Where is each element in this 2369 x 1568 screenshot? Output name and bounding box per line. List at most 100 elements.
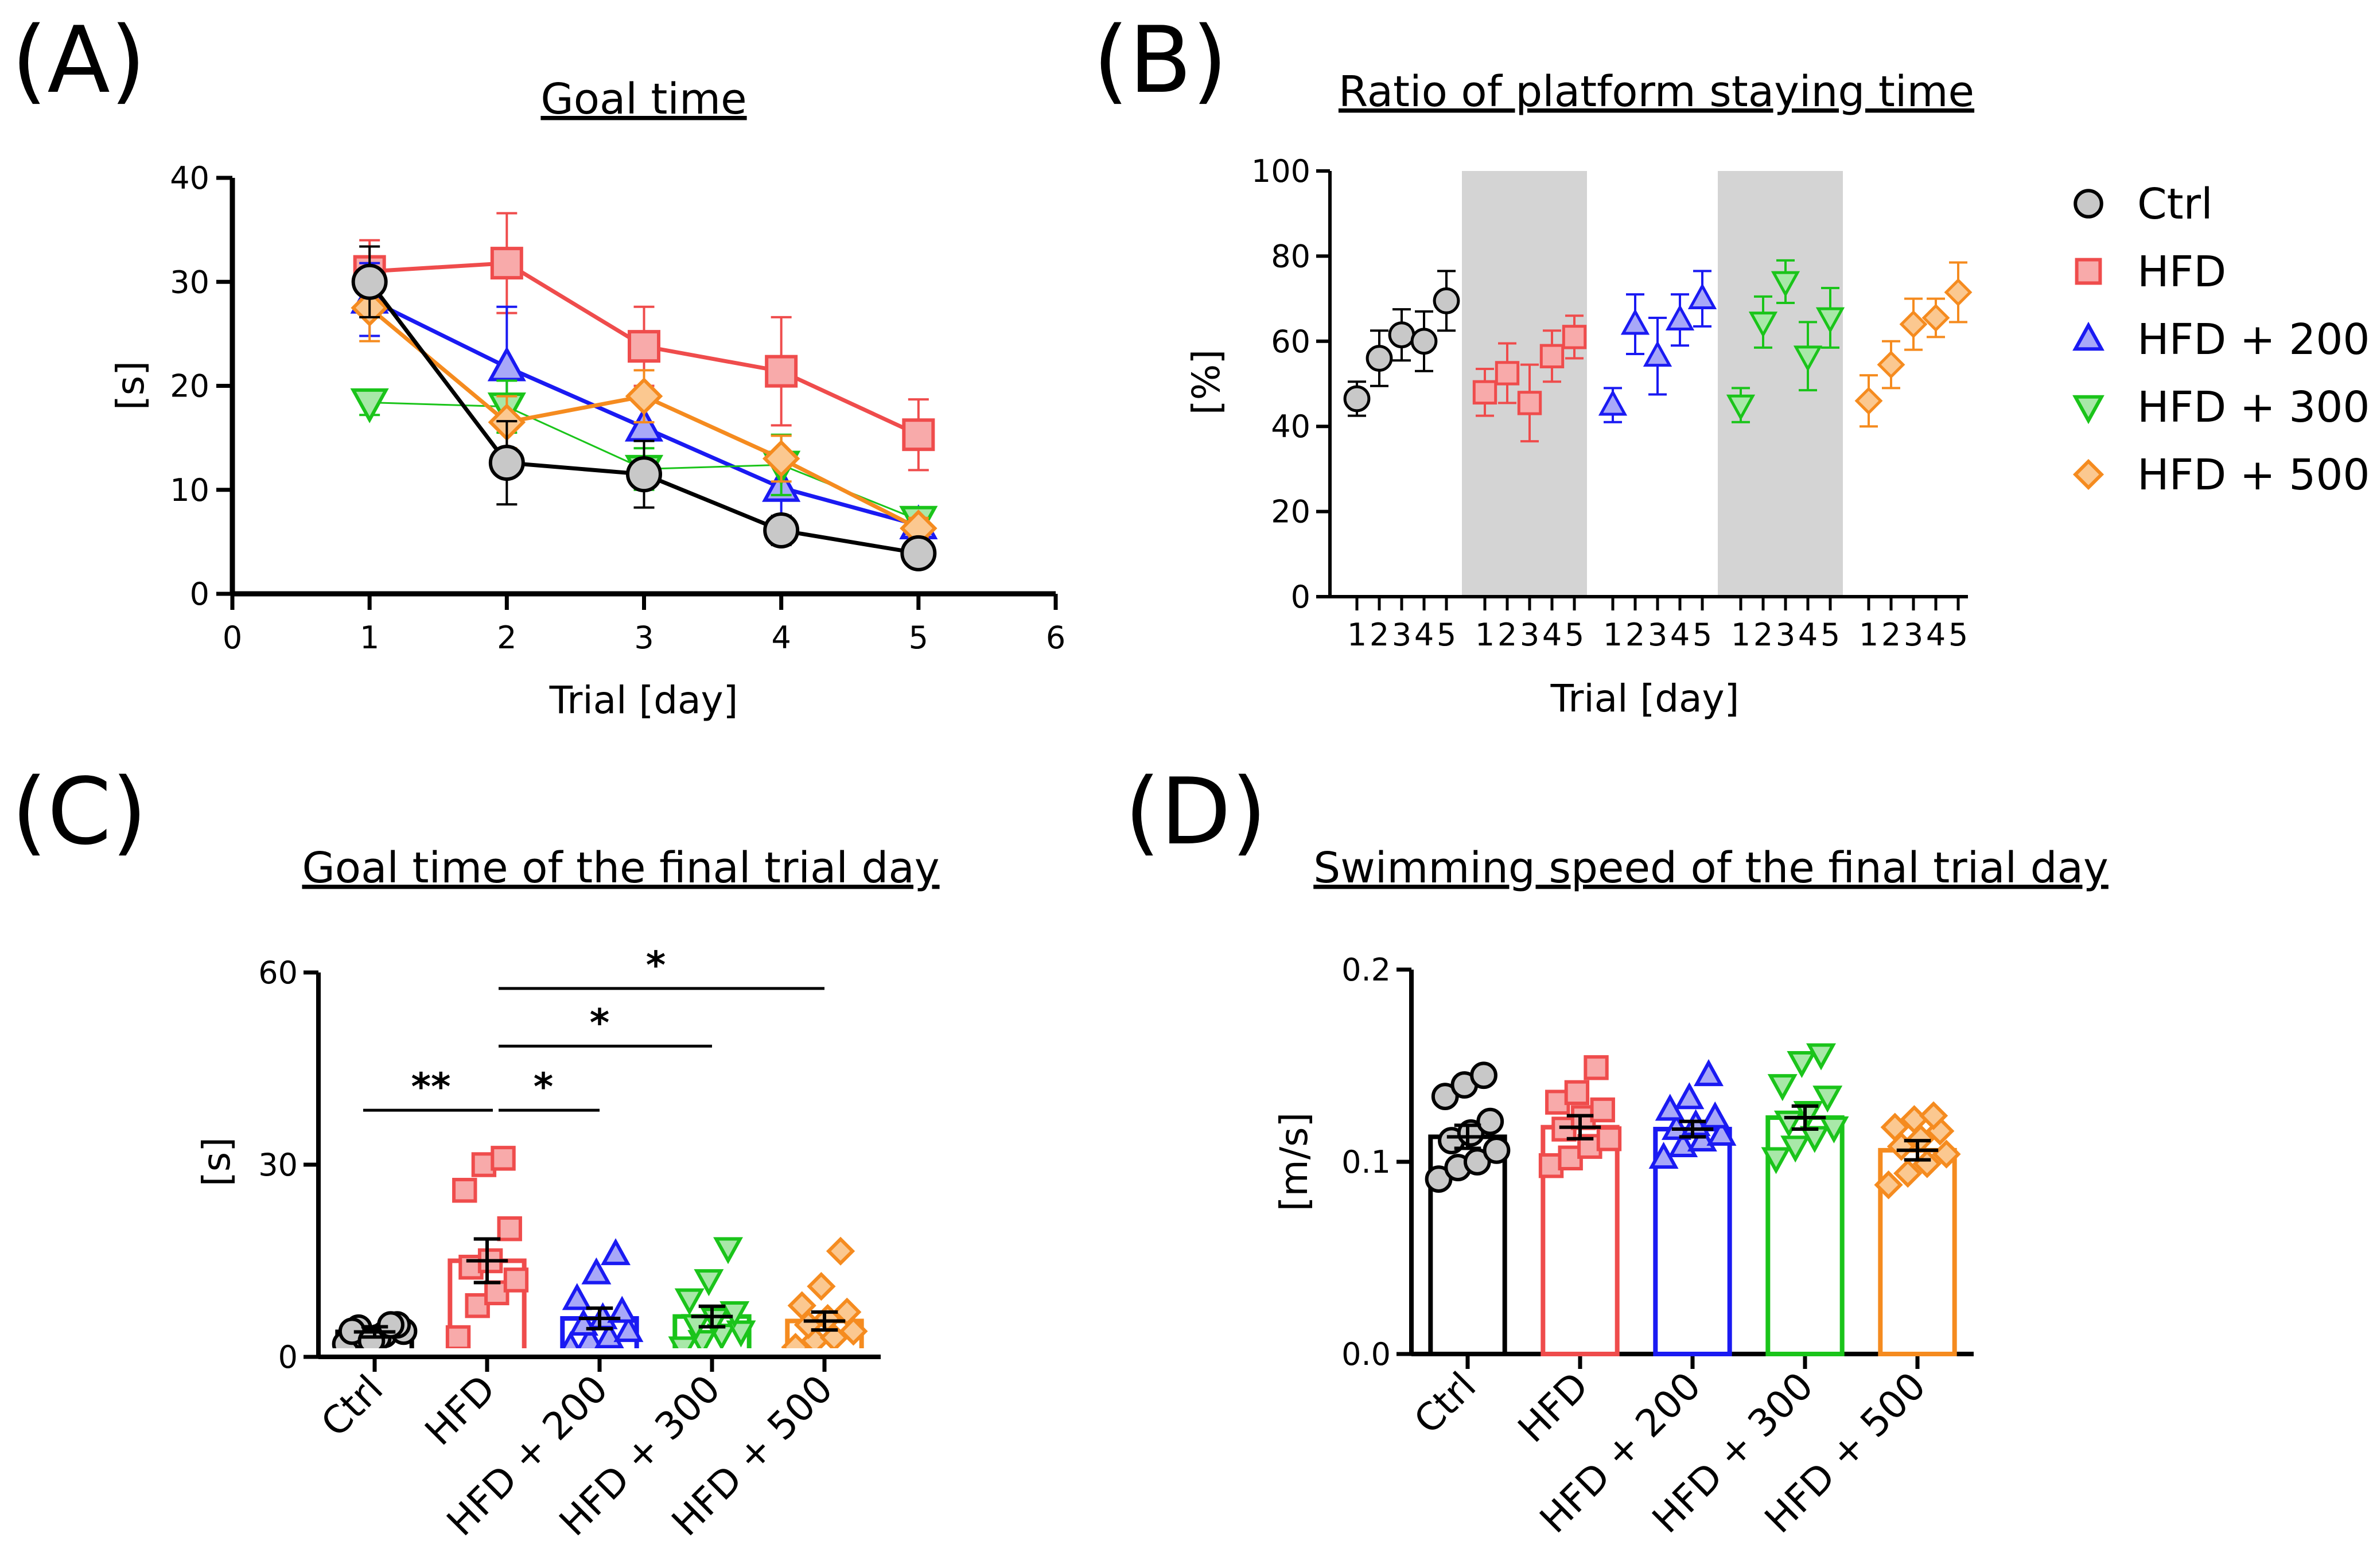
legend-label: HFD [2137, 247, 2226, 297]
data-point [833, 1297, 862, 1326]
legend-label: HFD + 300 [2137, 383, 2369, 432]
data-point [1584, 1055, 1609, 1080]
x-tick-label: 2 [1625, 617, 1645, 653]
x-tick-label: HFD [1510, 1364, 1597, 1451]
data-point [1726, 394, 1756, 421]
y-tick-label: 20 [170, 368, 209, 404]
data-point [613, 1315, 644, 1343]
data-point [902, 418, 935, 452]
error-bar [1679, 1119, 1706, 1139]
data-point [1472, 380, 1497, 405]
data-point [1877, 351, 1905, 379]
significance-label: * [534, 1065, 554, 1109]
panel-c-significance: ** *** [363, 943, 824, 1112]
data-point [1767, 1074, 1798, 1102]
data-point [577, 1324, 603, 1348]
data-point [1410, 328, 1438, 355]
x-tick-label: 3 [1392, 617, 1411, 653]
x-tick-label: 3 [1776, 617, 1795, 653]
data-point [1388, 321, 1415, 349]
y-tick-label: 0.1 [1341, 1144, 1391, 1180]
data-point [488, 445, 525, 481]
group-hfd-200 [1598, 270, 1717, 423]
x-tick-label: 5 [1948, 617, 1968, 653]
error-bar [586, 1306, 613, 1330]
legend-item-hfd: HFD [2075, 247, 2226, 297]
data-point [625, 377, 663, 415]
data-point [562, 1283, 592, 1310]
data-point [1470, 1061, 1497, 1090]
x-tick-label: 5 [1565, 617, 1584, 653]
x-tick-label: 4 [1414, 617, 1434, 653]
data-point [490, 247, 523, 280]
legend-label: HFD + 200 [2137, 315, 2369, 364]
data-point [826, 1236, 855, 1266]
data-point [1815, 307, 1845, 334]
data-point [1893, 1158, 1923, 1188]
data-point [1562, 325, 1587, 349]
data-point [1761, 1147, 1791, 1174]
panel-d-title: Swimming speed of the final trial day [1313, 843, 2109, 893]
data-point [1793, 345, 1823, 372]
data-point [503, 1267, 529, 1293]
data-point [628, 330, 660, 363]
y-tick-label: 0 [1291, 579, 1310, 615]
y-tick-label: 10 [170, 472, 209, 508]
data-point [1590, 1097, 1615, 1123]
data-point [668, 1336, 698, 1348]
panel-b-xlabel: Trial [day] [1550, 676, 1740, 721]
panel-a-title: Goal time [540, 75, 746, 124]
data-point [1874, 1170, 1903, 1200]
data-point [1596, 1126, 1622, 1151]
error-bar [811, 1310, 838, 1332]
legend-item-hfd-500: HFD + 500 [2072, 450, 2369, 500]
legend-marker [2075, 258, 2102, 285]
data-point [694, 1269, 724, 1297]
bar-group-hfd [1538, 1055, 1622, 1356]
data-point [1780, 1135, 1811, 1163]
data-point [497, 1216, 522, 1242]
x-tick-label: 1 [1475, 617, 1495, 653]
panel-c-ylabel: [s] [195, 1137, 239, 1186]
error-bar [473, 1237, 501, 1285]
series-ctrl [351, 245, 937, 571]
x-tick-label: 4 [1926, 617, 1946, 653]
data-point [1944, 278, 1973, 306]
data-point [726, 1320, 756, 1348]
panel-d-plot-area [1425, 1043, 1961, 1357]
x-tick-label: 0 [223, 620, 242, 656]
y-tick-label: 0 [190, 576, 209, 612]
legend-item-hfd-200: HFD + 200 [2072, 315, 2369, 364]
x-tick-label: 5 [1693, 617, 1712, 653]
panel-a-axes: 0 10 20 30 40 0 1 2 3 4 5 6 [170, 160, 1065, 656]
x-tick-label: 1 [1603, 617, 1623, 653]
y-tick-label: 30 [258, 1147, 298, 1183]
legend-label: Ctrl [2137, 180, 2213, 229]
data-point [1706, 1118, 1737, 1146]
data-point [1643, 340, 1672, 367]
panel-a-plot-area [350, 212, 938, 571]
panel-a-xlabel: Trial [day] [549, 678, 738, 722]
x-tick-label: 2 [1753, 617, 1773, 653]
x-tick-label: 5 [909, 620, 928, 656]
error-bar [1566, 1114, 1594, 1141]
error-bar [361, 1325, 388, 1339]
panel-c-title: Goal time of the final trial day [302, 843, 939, 893]
x-tick-label: Ctrl [1406, 1364, 1484, 1442]
x-tick-label: 6 [1046, 620, 1065, 656]
y-tick-label: 60 [258, 955, 298, 991]
y-tick-label: 40 [1271, 408, 1310, 445]
data-point [1787, 1050, 1817, 1079]
bar-group-hfd-200 [560, 1238, 644, 1348]
data-point [713, 1237, 744, 1264]
bar-group-ctrl [1425, 1061, 1511, 1356]
data-point [351, 263, 388, 300]
panel-d-ylabel: [m/s] [1272, 1112, 1316, 1211]
bar-group-hfd-500 [1874, 1101, 1961, 1357]
data-point [626, 456, 662, 493]
panel-b-title: Ratio of platform staying time [1339, 67, 1974, 116]
x-tick-label: 2 [1497, 617, 1517, 653]
data-point [765, 355, 798, 388]
